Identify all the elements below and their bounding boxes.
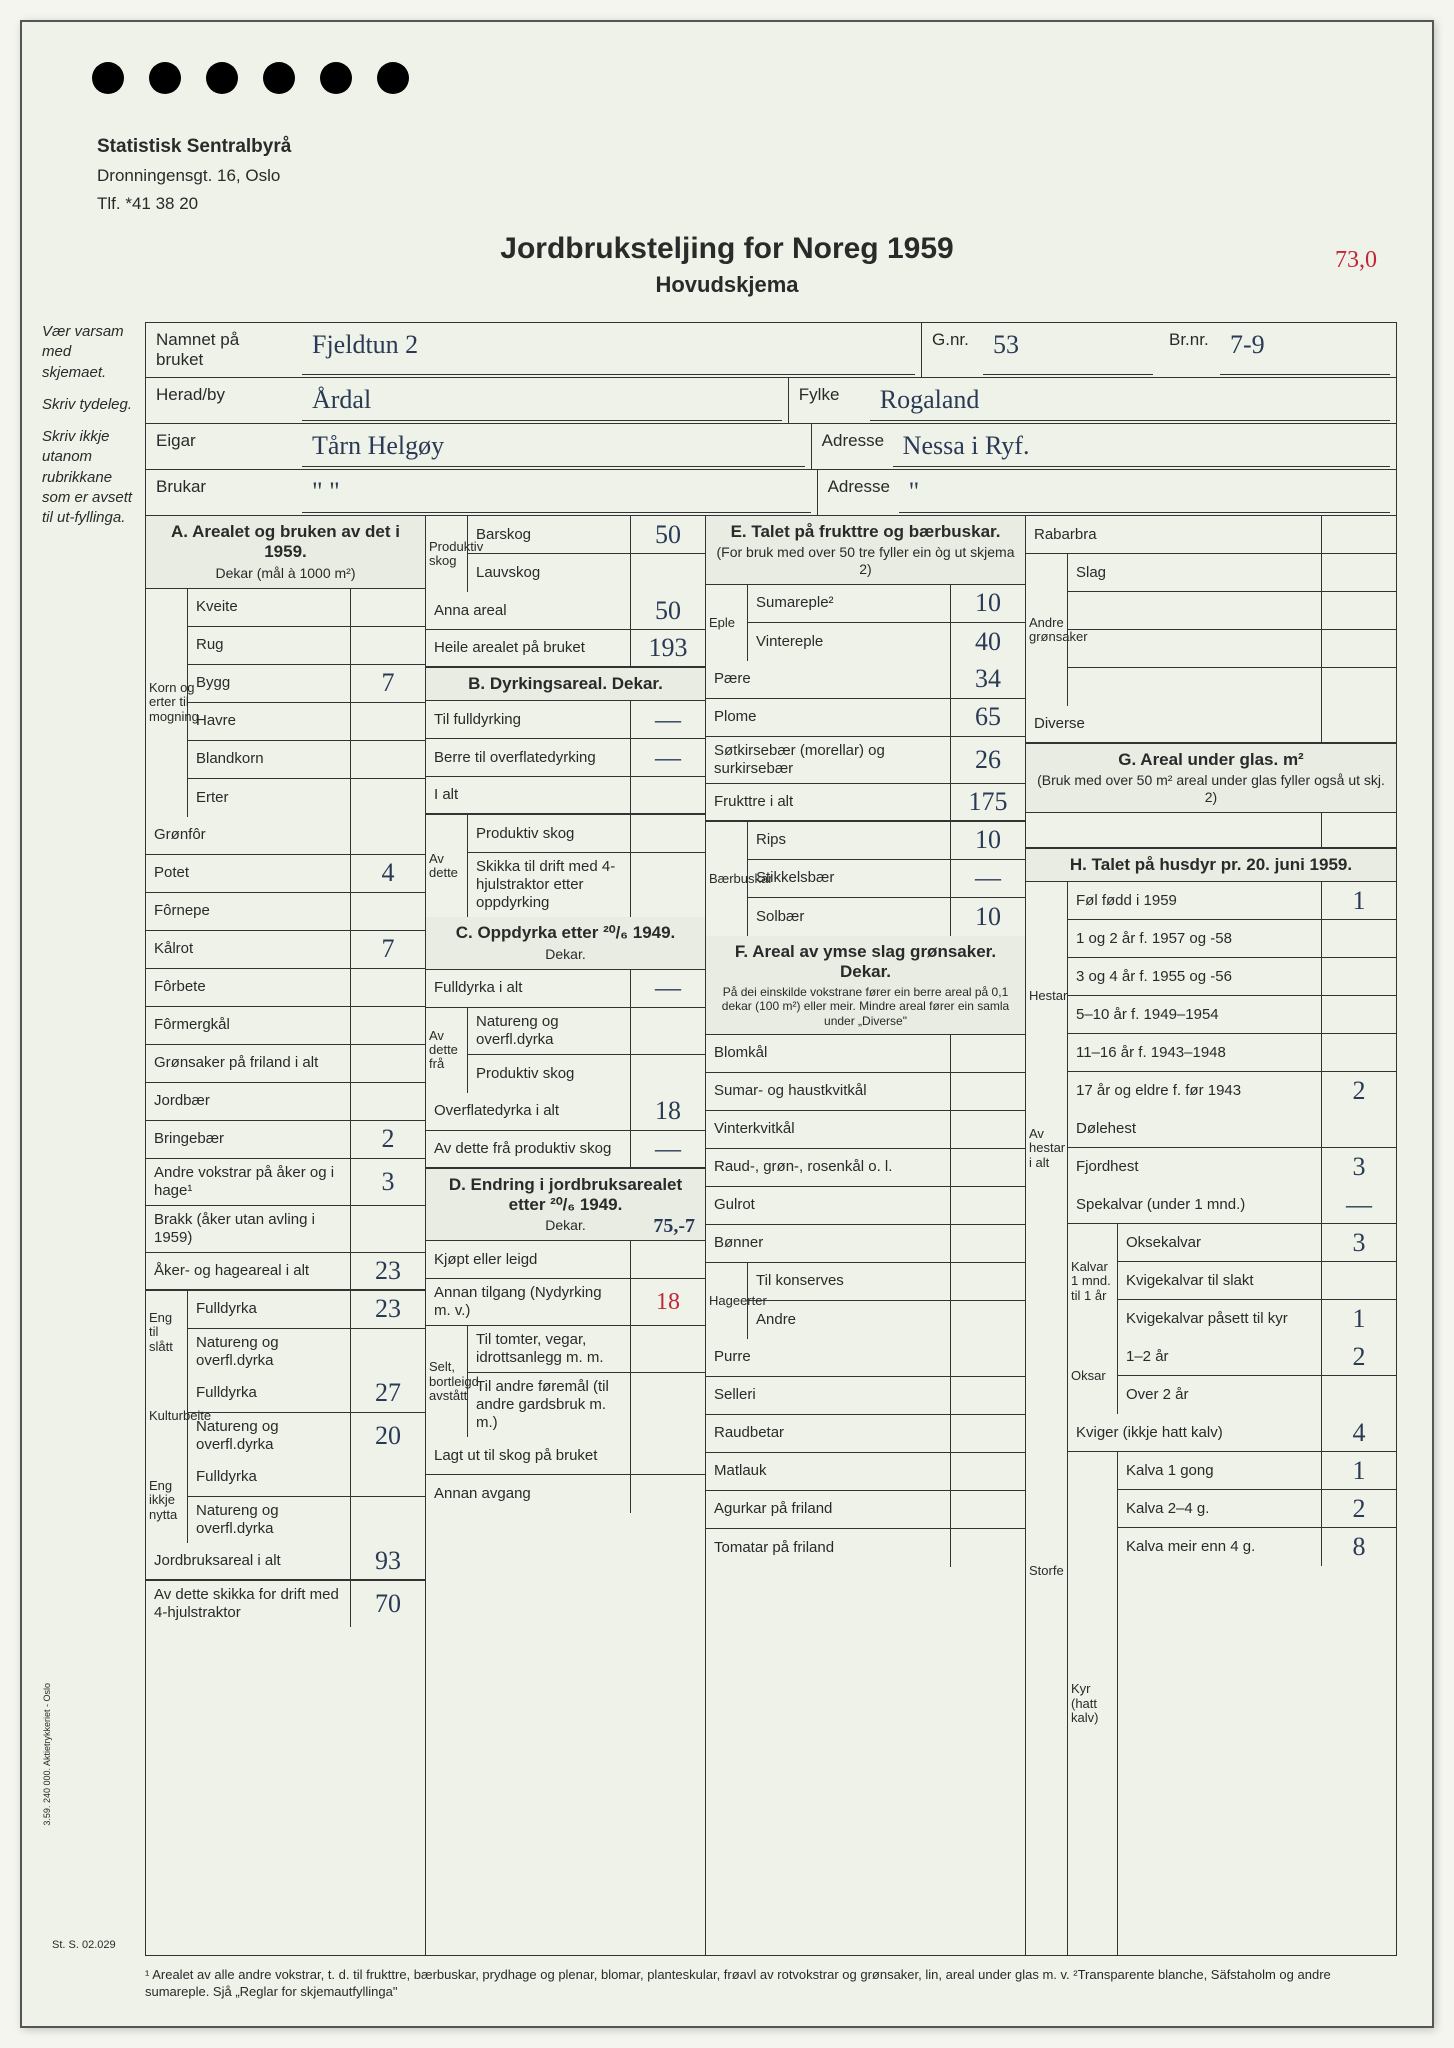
section-h-title: H. Talet på husdyr pr. 20. juni 1959. (1026, 849, 1396, 882)
field-brnr: 7-9 (1220, 325, 1390, 375)
print-code: 3.59. 240 000. Aktietrykkeriet - Oslo (42, 1683, 52, 1826)
page-number: 73,0 (1335, 247, 1377, 274)
field-eigar: Tårn Helgøy (302, 426, 805, 467)
field-adresse2: " (899, 472, 1390, 513)
margin-instructions: Vær varsam med skjemaet. Skriv tydeleg. … (42, 322, 137, 540)
section-d-title: D. Endring i jordbruksarealet etter ²⁰/₆… (426, 1169, 705, 1242)
col-sections-a2-b-c-d: Produktiv skog Barskog50 Lauvskog Anna a… (426, 516, 706, 1955)
field-brukar: " " (302, 472, 811, 513)
title-block: Jordbruksteljing for Noreg 1959 Hovudskj… (22, 232, 1432, 298)
doc-subtitle: Hovudskjema (22, 272, 1432, 298)
col-section-a: A. Arealet og bruken av det i 1959. Deka… (146, 516, 426, 1955)
field-namn: Fjeldtun 2 (302, 325, 915, 375)
section-b-title: B. Dyrkingsareal. Dekar. (426, 668, 705, 701)
section-f-title: F. Areal av ymse slag grønsaker. Dekar. … (706, 936, 1025, 1035)
org-addr: Dronningensgt. 16, Oslo (97, 162, 291, 189)
org-tel: Tlf. *41 38 20 (97, 190, 291, 217)
field-adresse1: Nessa i Ryf. (893, 426, 1390, 467)
field-fylke: Rogaland (870, 380, 1390, 421)
field-gnr: 53 (983, 325, 1153, 375)
col-sections-e-f: E. Talet på frukttre og bærbuskar. (For … (706, 516, 1026, 1955)
col-sections-g-h: Rabarbra Andre grønsaker Slag Diverse G.… (1026, 516, 1396, 1955)
section-g-title: G. Areal under glas. m² (Bruk med over 5… (1026, 744, 1396, 813)
section-a-title: A. Arealet og bruken av det i 1959. Deka… (146, 516, 425, 589)
section-c-title: C. Oppdyrka etter ²⁰/₆ 1949.Dekar. (426, 917, 705, 969)
binder-holes (92, 62, 409, 94)
org-name: Statistisk Sentralbyrå (97, 132, 291, 162)
section-e-title: E. Talet på frukttre og bærbuskar. (For … (706, 516, 1025, 585)
form-code: St. S. 02.029 (52, 1939, 116, 1951)
doc-title: Jordbruksteljing for Noreg 1959 (22, 232, 1432, 266)
footnote: ¹ Arealet av alle andre vokstrar, t. d. … (145, 1967, 1397, 2001)
field-herad: Årdal (302, 380, 782, 421)
identity-block: Namnet på bruket Fjeldtun 2 G.nr. 53 Br.… (145, 322, 1397, 516)
letterhead: Statistisk Sentralbyrå Dronningensgt. 16… (97, 132, 291, 217)
